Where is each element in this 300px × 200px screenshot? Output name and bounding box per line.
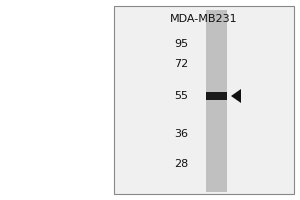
Text: MDA-MB231: MDA-MB231: [170, 14, 238, 24]
Text: 95: 95: [174, 39, 188, 49]
Bar: [206, 92, 226, 100]
Bar: [114, 6, 294, 194]
Text: 55: 55: [175, 91, 188, 101]
Polygon shape: [231, 89, 241, 103]
Text: 72: 72: [174, 59, 188, 69]
Text: 36: 36: [175, 129, 188, 139]
Bar: [206, 10, 226, 192]
Text: 28: 28: [174, 159, 188, 169]
